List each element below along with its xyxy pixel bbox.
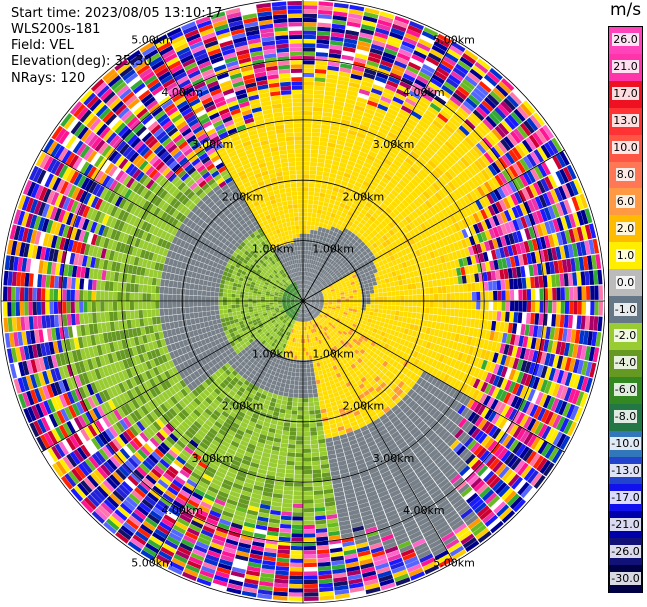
range-ring-label: 5.00km [131, 557, 173, 570]
colorbar-tick-label: 1.0 [615, 248, 636, 262]
range-ring-label: 5.00km [433, 557, 475, 570]
range-ring-labels: 1.00km 1.00km 1.00km 1.00km 2.00km 2.00km 2.00… [131, 34, 475, 570]
range-ring-label: 3.00km [192, 452, 234, 465]
colorbar-unit: m/s [610, 0, 642, 20]
colorbar-tick-label: -13.0 [610, 463, 641, 477]
colorbar: 26.0 21.0 17.0 13.0 10.0 8.0 6.0 2.0 1.0 0.0 -1.0 -… [608, 26, 643, 593]
azimuth-spoke [302, 149, 565, 302]
range-ring-label: 4.00km [161, 504, 203, 517]
azimuth-spoke [302, 300, 565, 453]
azimuth-spoke [302, 300, 455, 563]
colorbar-tick-label: 13.0 [612, 114, 639, 128]
range-ring-label: 3.00km [192, 138, 234, 151]
range-ring-label: 1.00km [312, 243, 354, 256]
colorbar-tick-label: -4.0 [613, 356, 638, 370]
colorbar-tick-label: 21.0 [612, 60, 639, 74]
colorbar-tick-label: 17.0 [612, 87, 639, 101]
range-ring-label: 1.00km [252, 347, 294, 360]
range-ring-label: 2.00km [222, 190, 264, 203]
velocity-rays [3, 1, 603, 601]
colorbar-tick-label: -30.0 [610, 571, 641, 585]
range-ring-label: 1.00km [252, 243, 294, 256]
colorbar-tick-label: 26.0 [612, 33, 639, 47]
colorbar-tick-label: -17.0 [610, 490, 641, 504]
range-ring-label: 1.00km [312, 347, 354, 360]
azimuth-spoke [41, 300, 304, 453]
colorbar-tick-label: 10.0 [612, 141, 639, 155]
colorbar-tick-label: -6.0 [613, 383, 638, 397]
station-label: WLS200s-181 [11, 22, 101, 37]
range-ring-label: 4.00km [403, 504, 445, 517]
colorbar-tick-label: -26.0 [610, 544, 641, 558]
range-ring-label: 3.00km [373, 452, 415, 465]
azimuth-spoke [151, 39, 304, 302]
azimuth-spokes [1, 0, 605, 603]
range-ring-label: 5.00km [131, 34, 173, 47]
colorbar-tick-label: -2.0 [613, 329, 638, 343]
colorbar-tick-label: 6.0 [615, 194, 636, 208]
colorbar-tick-label: -8.0 [613, 410, 638, 424]
range-ring-label: 2.00km [343, 400, 385, 413]
range-ring-label: 4.00km [161, 86, 203, 99]
azimuth-spoke [41, 149, 304, 302]
azimuth-spoke [302, 39, 455, 302]
range-ring-label: 4.00km [403, 86, 445, 99]
nrays-label: NRays: 120 [11, 71, 86, 86]
start-time-label: Start time: 2023/08/05 13:10:17 [11, 6, 223, 21]
colorbar-tick-label: -21.0 [610, 517, 641, 531]
azimuth-spoke [151, 300, 304, 563]
range-ring-label: 2.00km [343, 190, 385, 203]
range-ring-label: 5.00km [433, 34, 475, 47]
colorbar-tick-label: -1.0 [613, 302, 638, 316]
range-ring-label: 3.00km [373, 138, 415, 151]
field-label: Field: VEL [11, 38, 74, 53]
colorbar-tick-label: 0.0 [615, 275, 636, 289]
colorbar-tick-label: 8.0 [615, 167, 636, 181]
colorbar-tick-label: -10.0 [610, 437, 641, 451]
elevation-label: Elevation(deg): 35.30 [11, 54, 152, 69]
ppi-plot: 1.00km 1.00km 1.00km 1.00km 2.00km 2.00km 2.00… [0, 0, 605, 604]
range-ring-label: 2.00km [222, 400, 264, 413]
colorbar-tick-label: 2.0 [615, 221, 636, 235]
